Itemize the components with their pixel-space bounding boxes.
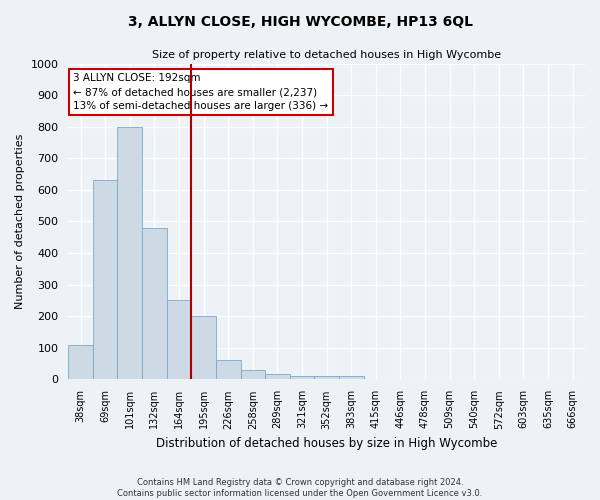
Bar bbox=[93, 180, 118, 380]
Text: Contains HM Land Registry data © Crown copyright and database right 2024.
Contai: Contains HM Land Registry data © Crown c… bbox=[118, 478, 482, 498]
Bar bbox=[265, 374, 290, 380]
Bar bbox=[314, 376, 339, 380]
Bar bbox=[118, 126, 142, 380]
Bar bbox=[241, 370, 265, 380]
Bar bbox=[167, 300, 191, 380]
Y-axis label: Number of detached properties: Number of detached properties bbox=[15, 134, 25, 309]
Title: Size of property relative to detached houses in High Wycombe: Size of property relative to detached ho… bbox=[152, 50, 501, 60]
X-axis label: Distribution of detached houses by size in High Wycombe: Distribution of detached houses by size … bbox=[156, 437, 497, 450]
Bar bbox=[339, 376, 364, 380]
Bar bbox=[142, 228, 167, 380]
Bar bbox=[68, 344, 93, 380]
Text: 3 ALLYN CLOSE: 192sqm
← 87% of detached houses are smaller (2,237)
13% of semi-d: 3 ALLYN CLOSE: 192sqm ← 87% of detached … bbox=[73, 73, 329, 111]
Bar bbox=[216, 360, 241, 380]
Bar bbox=[191, 316, 216, 380]
Text: 3, ALLYN CLOSE, HIGH WYCOMBE, HP13 6QL: 3, ALLYN CLOSE, HIGH WYCOMBE, HP13 6QL bbox=[128, 15, 473, 29]
Bar bbox=[290, 376, 314, 380]
